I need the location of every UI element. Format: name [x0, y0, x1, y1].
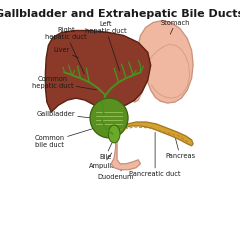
Text: Gallbladder: Gallbladder	[36, 111, 91, 118]
Text: Pancreatic duct: Pancreatic duct	[129, 132, 181, 177]
Text: Right
hepatic duct: Right hepatic duct	[45, 27, 87, 74]
Text: Common
bile duct: Common bile duct	[35, 128, 94, 148]
Text: Ampulla: Ampulla	[89, 153, 116, 169]
Polygon shape	[116, 122, 193, 146]
Ellipse shape	[90, 98, 128, 138]
Text: Pancreas: Pancreas	[165, 137, 195, 159]
Text: Gallbladder and Extrahepatic Bile Ducts: Gallbladder and Extrahepatic Bile Ducts	[0, 9, 240, 19]
Text: Liver: Liver	[53, 48, 78, 58]
Polygon shape	[45, 30, 151, 112]
Text: Common
hepatic duct: Common hepatic duct	[32, 76, 97, 90]
Text: Left
hepatic duct: Left hepatic duct	[84, 21, 126, 71]
Ellipse shape	[108, 125, 120, 143]
Text: Stomach: Stomach	[161, 20, 190, 34]
Polygon shape	[129, 21, 193, 103]
Text: Duodenum: Duodenum	[97, 168, 134, 180]
Text: Bile: Bile	[99, 141, 113, 160]
Polygon shape	[105, 104, 140, 170]
